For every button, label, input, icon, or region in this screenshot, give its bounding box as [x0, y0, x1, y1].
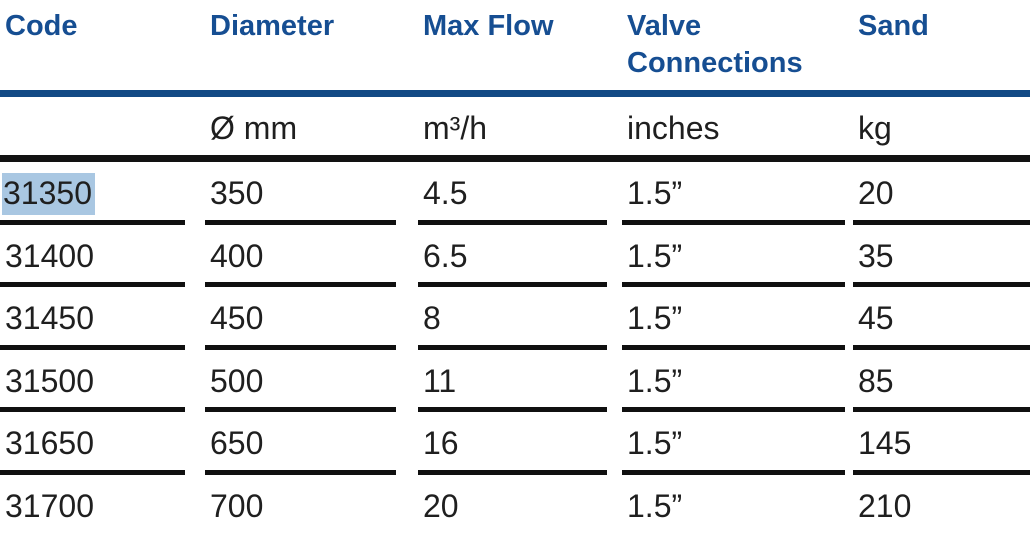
cell-sand: 45	[853, 287, 1030, 350]
cell-max-flow: 8	[418, 287, 607, 350]
cell-sand: 85	[853, 350, 1030, 413]
cell-max-flow: 20	[418, 475, 607, 537]
cell-max-flow: 4.5	[418, 162, 607, 225]
column-header-sand: Sand	[853, 0, 1030, 90]
table-row: 31700 700 20 1.5” 210	[0, 475, 1030, 537]
cell-valve-connections: 1.5”	[622, 162, 845, 225]
cell-max-flow: 6.5	[418, 225, 607, 288]
cell-sand: 20	[853, 162, 1030, 225]
column-header-code: Code	[0, 0, 185, 90]
cell-diameter: 400	[205, 225, 396, 288]
cell-valve-connections: 1.5”	[622, 225, 845, 288]
cell-valve-connections: 1.5”	[622, 412, 845, 475]
table-row: 31400 400 6.5 1.5” 35	[0, 225, 1030, 288]
cell-code: 31500	[0, 350, 185, 413]
column-header-diameter: Diameter	[205, 0, 396, 90]
table-row: 31650 650 16 1.5” 145	[0, 412, 1030, 475]
table-units-row: Ø mm m³/h inches kg	[0, 97, 1030, 155]
cell-code: 31400	[0, 225, 185, 288]
unit-diameter: Ø mm	[205, 97, 396, 155]
cell-max-flow: 11	[418, 350, 607, 413]
cell-sand: 210	[853, 475, 1030, 537]
cell-code: 31650	[0, 412, 185, 475]
cell-code: 31450	[0, 287, 185, 350]
cell-max-flow: 16	[418, 412, 607, 475]
cell-sand: 35	[853, 225, 1030, 288]
cell-diameter: 650	[205, 412, 396, 475]
cell-diameter: 450	[205, 287, 396, 350]
header-divider-rule	[0, 90, 1030, 97]
column-header-max-flow: Max Flow	[418, 0, 607, 90]
cell-diameter: 350	[205, 162, 396, 225]
unit-sand: kg	[853, 97, 1030, 155]
table-row: 31450 450 8 1.5” 45	[0, 287, 1030, 350]
cell-valve-connections: 1.5”	[622, 287, 845, 350]
unit-max-flow: m³/h	[418, 97, 607, 155]
selected-text[interactable]: 31350	[2, 173, 95, 215]
unit-code	[0, 97, 185, 155]
table-header-row: Code Diameter Max Flow Valve Connections…	[0, 0, 1030, 90]
column-header-valve-connections: Valve Connections	[622, 0, 845, 90]
cell-code: 31700	[0, 475, 185, 537]
table-row: 31500 500 11 1.5” 85	[0, 350, 1030, 413]
cell-diameter: 500	[205, 350, 396, 413]
cell-valve-connections: 1.5”	[622, 350, 845, 413]
cell-code: 31350	[0, 162, 185, 225]
cell-sand: 145	[853, 412, 1030, 475]
cell-valve-connections: 1.5”	[622, 475, 845, 537]
table-row: 31350 350 4.5 1.5” 20	[0, 162, 1030, 225]
units-divider-rule	[0, 155, 1030, 162]
cell-diameter: 700	[205, 475, 396, 537]
unit-valve-connections: inches	[622, 97, 845, 155]
